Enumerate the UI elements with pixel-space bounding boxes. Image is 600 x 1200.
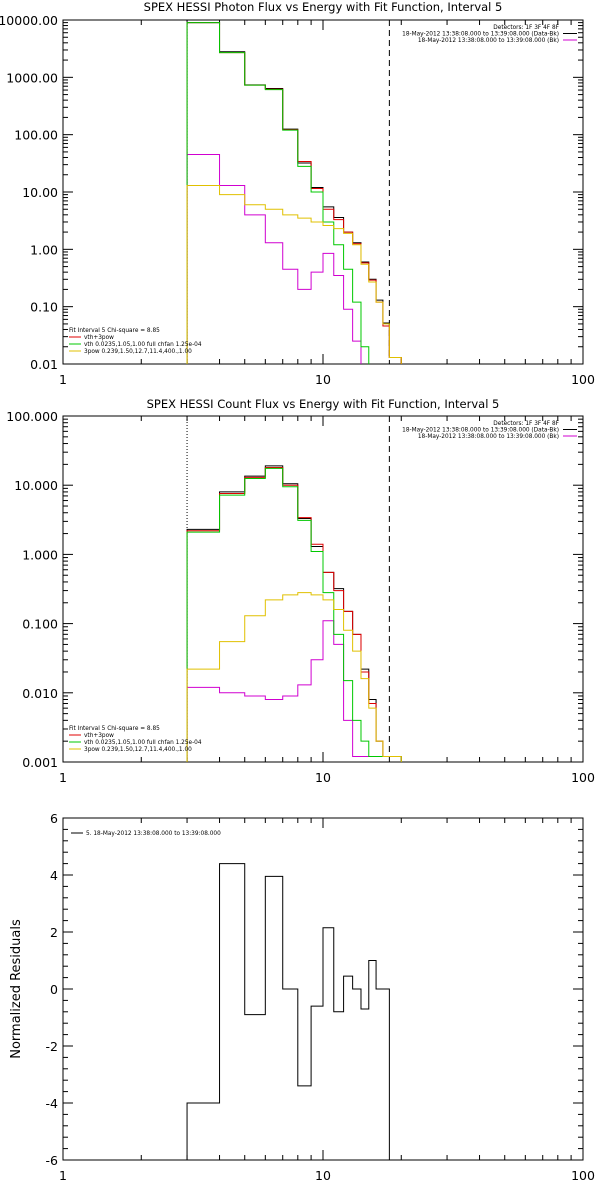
y-tick-label: 10.00 — [22, 185, 58, 200]
x-tick-label: 10 — [315, 1168, 331, 1183]
legend-entry: vth+3pow — [84, 733, 114, 739]
x-tick-label: 10 — [315, 770, 331, 785]
plot-area — [187, 416, 401, 762]
y-tick-label: 0.100 — [22, 617, 58, 632]
photon-flux-panel: SPEX HESSI Photon Flux vs Energy with Fi… — [0, 0, 595, 394]
series-line-3 — [187, 23, 401, 394]
detectors-label: Detectors: 1F 3F 4F 8F — [493, 25, 559, 31]
legend-entry: vth+3pow — [84, 335, 114, 341]
x-tick-label: 100 — [571, 770, 595, 785]
legend-entry: 18-May-2012 13:38:08.000 to 13:39:08.000… — [418, 38, 559, 44]
y-tick-label: 1.00 — [30, 242, 58, 257]
legend-entry: 3pow 0.239,1.50,12.7,11.4,400.,1.00 — [84, 747, 192, 753]
y-axis-label: Normalized Residuals — [9, 919, 24, 1059]
legend-entry: vth 0.0235,1.05,1.00 full chfan 1.25e-04 — [84, 342, 202, 348]
y-tick-label: 2 — [50, 925, 58, 940]
y-tick-label: 10000.00 — [0, 13, 58, 28]
y-tick-label: -6 — [46, 1153, 59, 1168]
legend-entry: vth 0.0235,1.05,1.00 full chfan 1.25e-04 — [84, 740, 202, 746]
y-tick-label: 0.10 — [30, 300, 58, 315]
y-tick-label: 100.00 — [14, 128, 58, 143]
count-flux-panel: SPEX HESSI Count Flux vs Energy with Fit… — [6, 397, 595, 785]
y-tick-label: 0.010 — [22, 686, 58, 701]
y-tick-label: 0 — [50, 982, 58, 997]
x-tick-label: 1 — [59, 372, 67, 387]
x-tick-label: 1 — [59, 1168, 67, 1183]
plot-area — [187, 20, 401, 394]
legend-entry: 18-May-2012 13:38:08.000 to 13:39:08.000… — [418, 434, 559, 440]
y-tick-label: -2 — [46, 1039, 58, 1054]
series-line-3 — [187, 468, 401, 762]
y-tick-label: 100.000 — [6, 409, 58, 424]
fit-info-label: Fit Interval 5 Chi-square = 8.85 — [69, 726, 160, 732]
y-tick-label: 0.001 — [22, 755, 58, 770]
legend-entry: 18-May-2012 13:38:08.000 to 13:39:08.000… — [402, 428, 559, 434]
y-tick-label: 0.01 — [30, 357, 58, 372]
x-tick-label: 1 — [59, 770, 67, 785]
series-line-4 — [187, 185, 401, 364]
x-tick-label: 100 — [571, 1168, 595, 1183]
x-tick-label: 100 — [571, 372, 595, 387]
detectors-label: Detectors: 1F 3F 4F 8F — [493, 421, 559, 427]
series-line-0 — [187, 864, 389, 1160]
legend-entry: 3pow 0.239,1.50,12.7,11.4,400.,1.00 — [84, 349, 192, 355]
chart-title: SPEX HESSI Count Flux vs Energy with Fit… — [147, 397, 500, 411]
x-tick-label: 10 — [315, 372, 331, 387]
y-tick-label: 10.000 — [14, 478, 58, 493]
chart-title: SPEX HESSI Photon Flux vs Energy with Fi… — [144, 0, 503, 14]
y-tick-label: 1000.00 — [6, 70, 58, 85]
y-tick-label: 1.000 — [22, 547, 58, 562]
y-tick-label: 6 — [50, 811, 58, 826]
residuals-panel: Normalized Residuals 1 10 100 -6 -4 -2 0 2 4 6 5. 1… — [9, 811, 595, 1183]
legend-entry: 5. 18-May-2012 13:38:08.000 to 13:39:08.… — [86, 831, 221, 837]
y-tick-label: 4 — [50, 868, 58, 883]
plot-area — [187, 864, 389, 1160]
fit-info-label: Fit Interval 5 Chi-square = 8.85 — [69, 328, 160, 334]
y-tick-label: -4 — [46, 1096, 59, 1111]
legend-entry: 18-May-2012 13:38:08.000 to 13:39:08.000… — [402, 32, 559, 38]
